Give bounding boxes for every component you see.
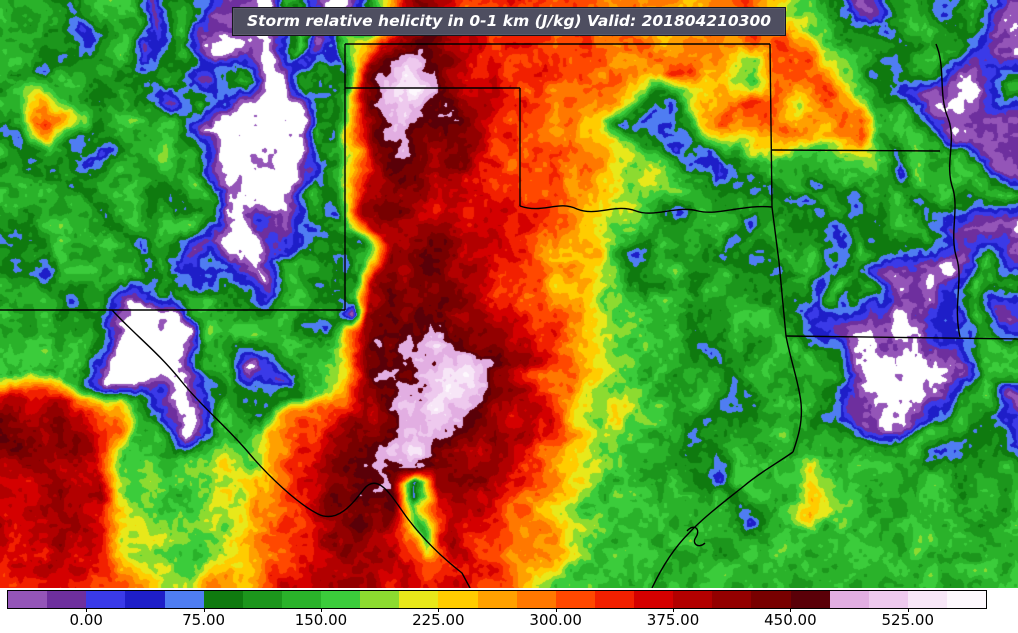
colorbar-tick bbox=[907, 608, 909, 612]
colorbar-tick-label: 525.00 bbox=[881, 611, 935, 629]
colorbar-segment-16 bbox=[634, 591, 674, 608]
colorbar-segment-21 bbox=[829, 591, 869, 608]
colorbar-segment-7 bbox=[281, 591, 321, 608]
colorbar-tick bbox=[438, 608, 440, 612]
colorbar-segment-9 bbox=[360, 591, 400, 608]
colorbar-segment-19 bbox=[751, 591, 791, 608]
colorbar-tick-label: 75.00 bbox=[182, 611, 226, 629]
colorbar-segment-2 bbox=[86, 591, 126, 608]
colorbar-tick-label: 225.00 bbox=[412, 611, 465, 629]
colorbar-segment-18 bbox=[712, 591, 752, 608]
colorbar-tick-label: 0.00 bbox=[69, 611, 103, 629]
colorbar-segment-15 bbox=[594, 591, 634, 608]
colorbar bbox=[7, 590, 987, 609]
colorbar-tick-label: 300.00 bbox=[529, 611, 582, 629]
colorbar-segment-23 bbox=[907, 591, 947, 608]
colorbar-segment-13 bbox=[516, 591, 556, 608]
helicity-field-canvas bbox=[0, 0, 1018, 588]
colorbar-tick-label: 450.00 bbox=[764, 611, 817, 629]
colorbar-segment-3 bbox=[125, 591, 165, 608]
colorbar-tick-label: 375.00 bbox=[646, 611, 700, 629]
colorbar-segment-0 bbox=[8, 591, 48, 608]
colorbar-segment-14 bbox=[555, 591, 595, 608]
map-title: Storm relative helicity in 0-1 km (J/kg)… bbox=[231, 7, 787, 36]
colorbar-segment-8 bbox=[321, 591, 361, 608]
colorbar-segment-4 bbox=[164, 591, 204, 608]
colorbar-segment-12 bbox=[477, 591, 517, 608]
colorbar-tick bbox=[555, 608, 557, 612]
map-title-text: Storm relative helicity in 0-1 km (J/kg)… bbox=[246, 12, 772, 30]
colorbar-tick bbox=[320, 608, 322, 612]
colorbar-segment-6 bbox=[242, 591, 282, 608]
colorbar-segment-22 bbox=[868, 591, 908, 608]
colorbar-segment-24 bbox=[947, 591, 987, 608]
colorbar-segment-5 bbox=[203, 591, 243, 608]
colorbar-segment-17 bbox=[673, 591, 713, 608]
colorbar-tick bbox=[86, 608, 88, 612]
colorbar-tick bbox=[203, 608, 205, 612]
colorbar-tick bbox=[790, 608, 792, 612]
colorbar-segment-10 bbox=[399, 591, 439, 608]
colorbar-tick-label: 150.00 bbox=[294, 611, 348, 629]
colorbar-segment-11 bbox=[438, 591, 478, 608]
colorbar-tick bbox=[673, 608, 675, 612]
colorbar-segment-20 bbox=[790, 591, 830, 608]
colorbar-segment-1 bbox=[47, 591, 87, 608]
